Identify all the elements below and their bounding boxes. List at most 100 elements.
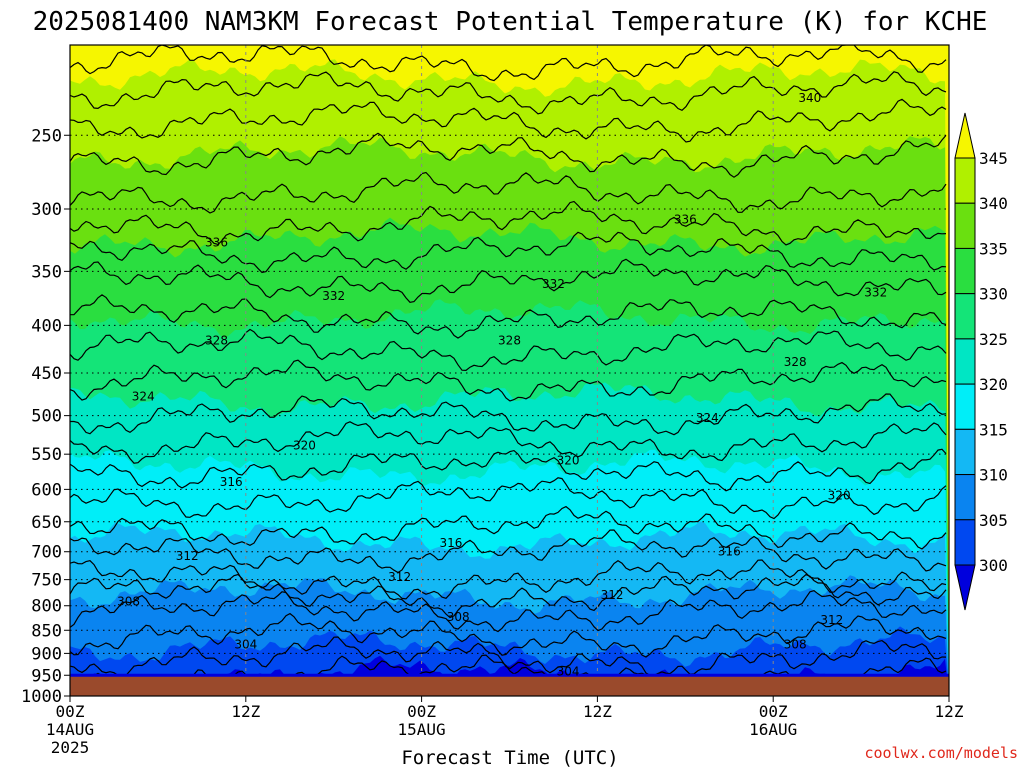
x-tick-date: 15AUG [398, 720, 446, 739]
contour-line [70, 45, 947, 82]
y-tick-label: 400 [31, 316, 62, 336]
contour-line [70, 200, 947, 246]
contour-label: 308 [447, 610, 470, 624]
colorbar-label: 310 [979, 466, 1008, 485]
contour-label: 336 [205, 236, 228, 250]
x-axis-label: Forecast Time (UTC) [401, 747, 618, 768]
y-tick-label: 250 [31, 126, 62, 146]
colorbar-segment [954, 383, 976, 430]
x-tick-label: 12Z [583, 702, 612, 721]
x-tick-date: 14AUG [46, 720, 94, 739]
colorbar-label: 340 [979, 194, 1008, 213]
y-tick-label: 600 [31, 480, 62, 500]
contour-label: 320 [293, 438, 316, 452]
colorbar-segment [954, 474, 976, 521]
contour-line [70, 573, 947, 619]
contour-label: 316 [718, 545, 741, 559]
contour-label: 312 [388, 570, 411, 584]
y-tick-label: 300 [31, 200, 62, 220]
y-tick-label: 550 [31, 445, 62, 465]
y-tick-label: 350 [31, 262, 62, 282]
colorbar-label: 335 [979, 239, 1008, 258]
contour-line [70, 477, 947, 520]
y-tick-label: 800 [31, 597, 62, 617]
contour-label: 324 [132, 390, 155, 404]
colorbar-label: 300 [979, 556, 1008, 575]
contour-line [70, 98, 947, 143]
colorbar: 345 340 335 330 325 320 315 310 305 300 [954, 112, 1008, 611]
contour-line [70, 590, 947, 633]
contour-line [70, 559, 947, 600]
ground-fill [70, 675, 949, 696]
contour-line [70, 636, 947, 676]
y-axis: 250 300 350 400 450 500 550 600 650 700 750 800 850 9… [21, 126, 70, 707]
colorbar-segment [954, 428, 976, 476]
y-tick-label: 650 [31, 513, 62, 533]
x-tick-label: 12Z [231, 702, 260, 721]
contour-label: 304 [557, 664, 580, 678]
credit-text[interactable]: coolwx.com/models [864, 744, 1018, 762]
colorbar-label: 305 [979, 511, 1008, 530]
contour-label: 324 [696, 411, 719, 425]
contour-line [70, 132, 947, 178]
colorbar-label: 330 [979, 285, 1008, 304]
colorbar-label: 325 [979, 330, 1008, 349]
y-tick-label: 950 [31, 666, 62, 686]
contour-label: 320 [557, 454, 580, 468]
contour-line [70, 421, 947, 464]
contour-label: 328 [205, 333, 228, 347]
colorbar-segment [954, 247, 976, 295]
contour-label: 316 [220, 475, 243, 489]
x-tick-date: 16AUG [749, 720, 797, 739]
colorbar-segment [954, 202, 976, 249]
contour-line [70, 171, 947, 214]
y-tick-label: 500 [31, 407, 62, 427]
contour-line [70, 529, 947, 574]
contour-label: 316 [439, 536, 462, 550]
contour-line [70, 231, 947, 274]
x-tick-label: 12Z [935, 702, 964, 721]
contour-label: 308 [784, 637, 807, 651]
contour-line [70, 359, 947, 402]
contour-line [70, 328, 947, 372]
colorbar-segment [954, 338, 976, 385]
contour-label: 332 [864, 286, 887, 300]
x-tick-label: 00Z [407, 702, 436, 721]
contour-label: 340 [798, 91, 821, 105]
contour-label: 328 [784, 355, 807, 369]
ground-layer [70, 673, 949, 697]
grid-lines [70, 45, 949, 676]
contour-label: 312 [820, 613, 843, 627]
contour-label: 304 [234, 637, 257, 651]
contour-label: 320 [828, 488, 851, 502]
colorbar-label: 320 [979, 375, 1008, 394]
plot-area [70, 45, 949, 696]
contour-line [70, 71, 947, 115]
y-tick-label: 850 [31, 621, 62, 641]
contour-line [70, 448, 947, 492]
colorbar-segment [954, 293, 976, 340]
contour-label: 312 [601, 588, 624, 602]
contour-line [70, 294, 947, 339]
contour-labels: 340 336 336 332 332 332 328 328 328 324 324 320 320 3… [117, 91, 887, 678]
contour-label: 332 [542, 277, 565, 291]
colorbar-top-arrow [954, 112, 976, 159]
y-tick-label: 700 [31, 543, 62, 563]
contour-label: 332 [322, 289, 345, 303]
plot-frame [69, 44, 950, 697]
contour-label: 308 [117, 595, 140, 609]
contour-label: 336 [674, 213, 697, 227]
x-tick-label: 00Z [759, 702, 788, 721]
contour-line [70, 393, 947, 436]
contour-label: 312 [176, 549, 199, 563]
y-tick-label: 450 [31, 364, 62, 384]
colorbar-label: 315 [979, 420, 1008, 439]
contour-line [70, 258, 947, 303]
contour-label: 328 [498, 333, 521, 347]
colorbar-segment [954, 157, 976, 204]
y-tick-label: 900 [31, 644, 62, 664]
y-tick-label: 1000 [21, 687, 62, 707]
colorbar-bottom-arrow [954, 564, 976, 611]
